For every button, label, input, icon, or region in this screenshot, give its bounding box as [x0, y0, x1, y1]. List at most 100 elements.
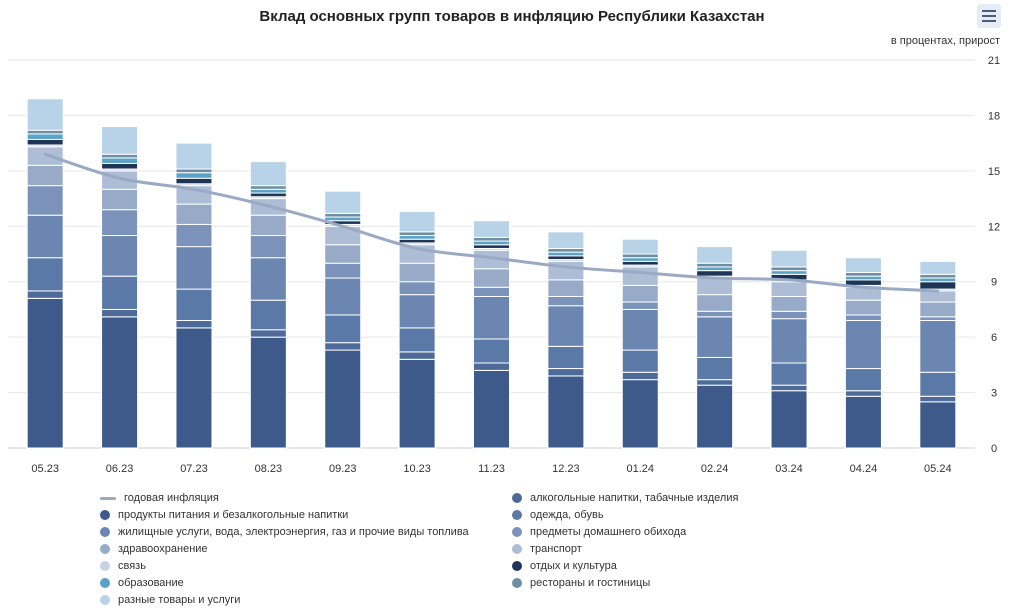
- legend-item[interactable]: связь: [100, 560, 146, 572]
- bar-segment[interactable]: [696, 266, 734, 272]
- bar-segment[interactable]: [473, 244, 510, 249]
- bar-segment[interactable]: [473, 240, 510, 246]
- bar-segment[interactable]: [324, 216, 362, 222]
- bar-segment[interactable]: [473, 236, 510, 242]
- bar-segment[interactable]: [101, 188, 139, 211]
- bar-segment[interactable]: [770, 249, 808, 268]
- bar-segment[interactable]: [621, 371, 659, 381]
- bar-segment[interactable]: [621, 308, 659, 351]
- bar-segment[interactable]: [473, 362, 510, 371]
- bar-segment[interactable]: [175, 288, 213, 322]
- bar-segment[interactable]: [398, 235, 436, 240]
- bar-segment[interactable]: [398, 351, 436, 360]
- bar-segment[interactable]: [547, 231, 585, 249]
- legend-item[interactable]: отдых и культура: [512, 560, 617, 572]
- bar-segment[interactable]: [621, 257, 659, 262]
- legend-item[interactable]: предметы домашнего обихода: [512, 526, 686, 538]
- bar-segment[interactable]: [770, 362, 808, 386]
- bar-segment[interactable]: [919, 273, 957, 279]
- bar-segment[interactable]: [398, 238, 436, 244]
- bar-segment[interactable]: [473, 220, 510, 238]
- legend-item[interactable]: разные товары и услуги: [100, 594, 240, 606]
- bar-segment[interactable]: [26, 146, 64, 166]
- bar-segment[interactable]: [770, 270, 808, 275]
- bar-segment[interactable]: [919, 395, 957, 403]
- bar-segment[interactable]: [844, 275, 882, 281]
- bar-segment[interactable]: [175, 246, 213, 290]
- bar-segment[interactable]: [101, 235, 139, 277]
- bar-segment[interactable]: [175, 177, 213, 185]
- bar-segment[interactable]: [398, 262, 436, 283]
- bar-segment[interactable]: [621, 349, 659, 373]
- bar-segment[interactable]: [696, 262, 734, 268]
- legend-item[interactable]: продукты питания и безалкогольные напитк…: [100, 509, 348, 521]
- bar-segment[interactable]: [249, 336, 287, 449]
- legend-item[interactable]: образование: [100, 577, 184, 589]
- bar-segment[interactable]: [770, 295, 808, 312]
- bar-segment[interactable]: [26, 138, 64, 146]
- bar-segment[interactable]: [696, 270, 734, 277]
- bar-segment[interactable]: [324, 212, 362, 218]
- bar-segment[interactable]: [473, 295, 510, 340]
- legend-item[interactable]: годовая инфляция: [100, 492, 219, 504]
- bar-segment[interactable]: [621, 379, 659, 449]
- bar-segment[interactable]: [324, 262, 362, 279]
- bar-segment[interactable]: [101, 316, 139, 449]
- bar-segment[interactable]: [770, 384, 808, 392]
- bar-segment[interactable]: [101, 209, 139, 237]
- bar-segment[interactable]: [547, 305, 585, 347]
- bar-segment[interactable]: [398, 358, 436, 449]
- bar-segment[interactable]: [26, 133, 64, 140]
- bar-segment[interactable]: [175, 327, 213, 449]
- bar-segment[interactable]: [621, 301, 659, 310]
- bar-segment[interactable]: [844, 299, 882, 316]
- bar-segment[interactable]: [919, 320, 957, 373]
- bar-segment[interactable]: [547, 247, 585, 253]
- bar-segment[interactable]: [398, 281, 436, 296]
- bar-segment[interactable]: [473, 338, 510, 364]
- bar-segment[interactable]: [770, 390, 808, 449]
- legend-item[interactable]: алкогольные напитки, табачные изделия: [512, 492, 738, 504]
- bar-segment[interactable]: [26, 290, 64, 299]
- bar-segment[interactable]: [249, 188, 287, 194]
- bar-segment[interactable]: [696, 356, 734, 381]
- bar-segment[interactable]: [919, 401, 957, 449]
- bar-segment[interactable]: [696, 294, 734, 312]
- bar-segment[interactable]: [101, 153, 139, 159]
- bar-segment[interactable]: [547, 251, 585, 257]
- bar-segment[interactable]: [547, 345, 585, 370]
- bar-segment[interactable]: [101, 275, 139, 310]
- bar-segment[interactable]: [26, 98, 64, 131]
- bar-segment[interactable]: [249, 214, 287, 237]
- bar-segment[interactable]: [696, 316, 734, 358]
- bar-segment[interactable]: [101, 308, 139, 318]
- bar-segment[interactable]: [919, 281, 957, 290]
- bar-segment[interactable]: [175, 320, 213, 329]
- bar-segment[interactable]: [844, 368, 882, 392]
- bar-segment[interactable]: [473, 268, 510, 288]
- bar-segment[interactable]: [547, 295, 585, 307]
- bar-segment[interactable]: [919, 371, 957, 397]
- bar-segment[interactable]: [249, 185, 287, 190]
- bar-segment[interactable]: [621, 284, 659, 303]
- bar-segment[interactable]: [26, 129, 64, 135]
- bar-segment[interactable]: [547, 375, 585, 449]
- bar-segment[interactable]: [249, 329, 287, 338]
- bar-segment[interactable]: [844, 390, 882, 397]
- bar-segment[interactable]: [324, 349, 362, 449]
- bar-segment[interactable]: [844, 257, 882, 273]
- bar-segment[interactable]: [398, 294, 436, 329]
- bar-segment[interactable]: [770, 266, 808, 272]
- bar-segment[interactable]: [770, 310, 808, 320]
- bar-segment[interactable]: [398, 211, 436, 233]
- bar-segment[interactable]: [101, 162, 139, 170]
- legend-item[interactable]: рестораны и гостиницы: [512, 577, 650, 589]
- bar-segment[interactable]: [844, 320, 882, 370]
- bar-segment[interactable]: [547, 255, 585, 261]
- bar-segment[interactable]: [770, 281, 808, 297]
- bar-segment[interactable]: [696, 310, 734, 318]
- legend-item[interactable]: здравоохранение: [100, 543, 208, 555]
- hamburger-menu-icon[interactable]: [977, 4, 1001, 28]
- bar-segment[interactable]: [621, 238, 659, 255]
- bar-segment[interactable]: [26, 185, 64, 216]
